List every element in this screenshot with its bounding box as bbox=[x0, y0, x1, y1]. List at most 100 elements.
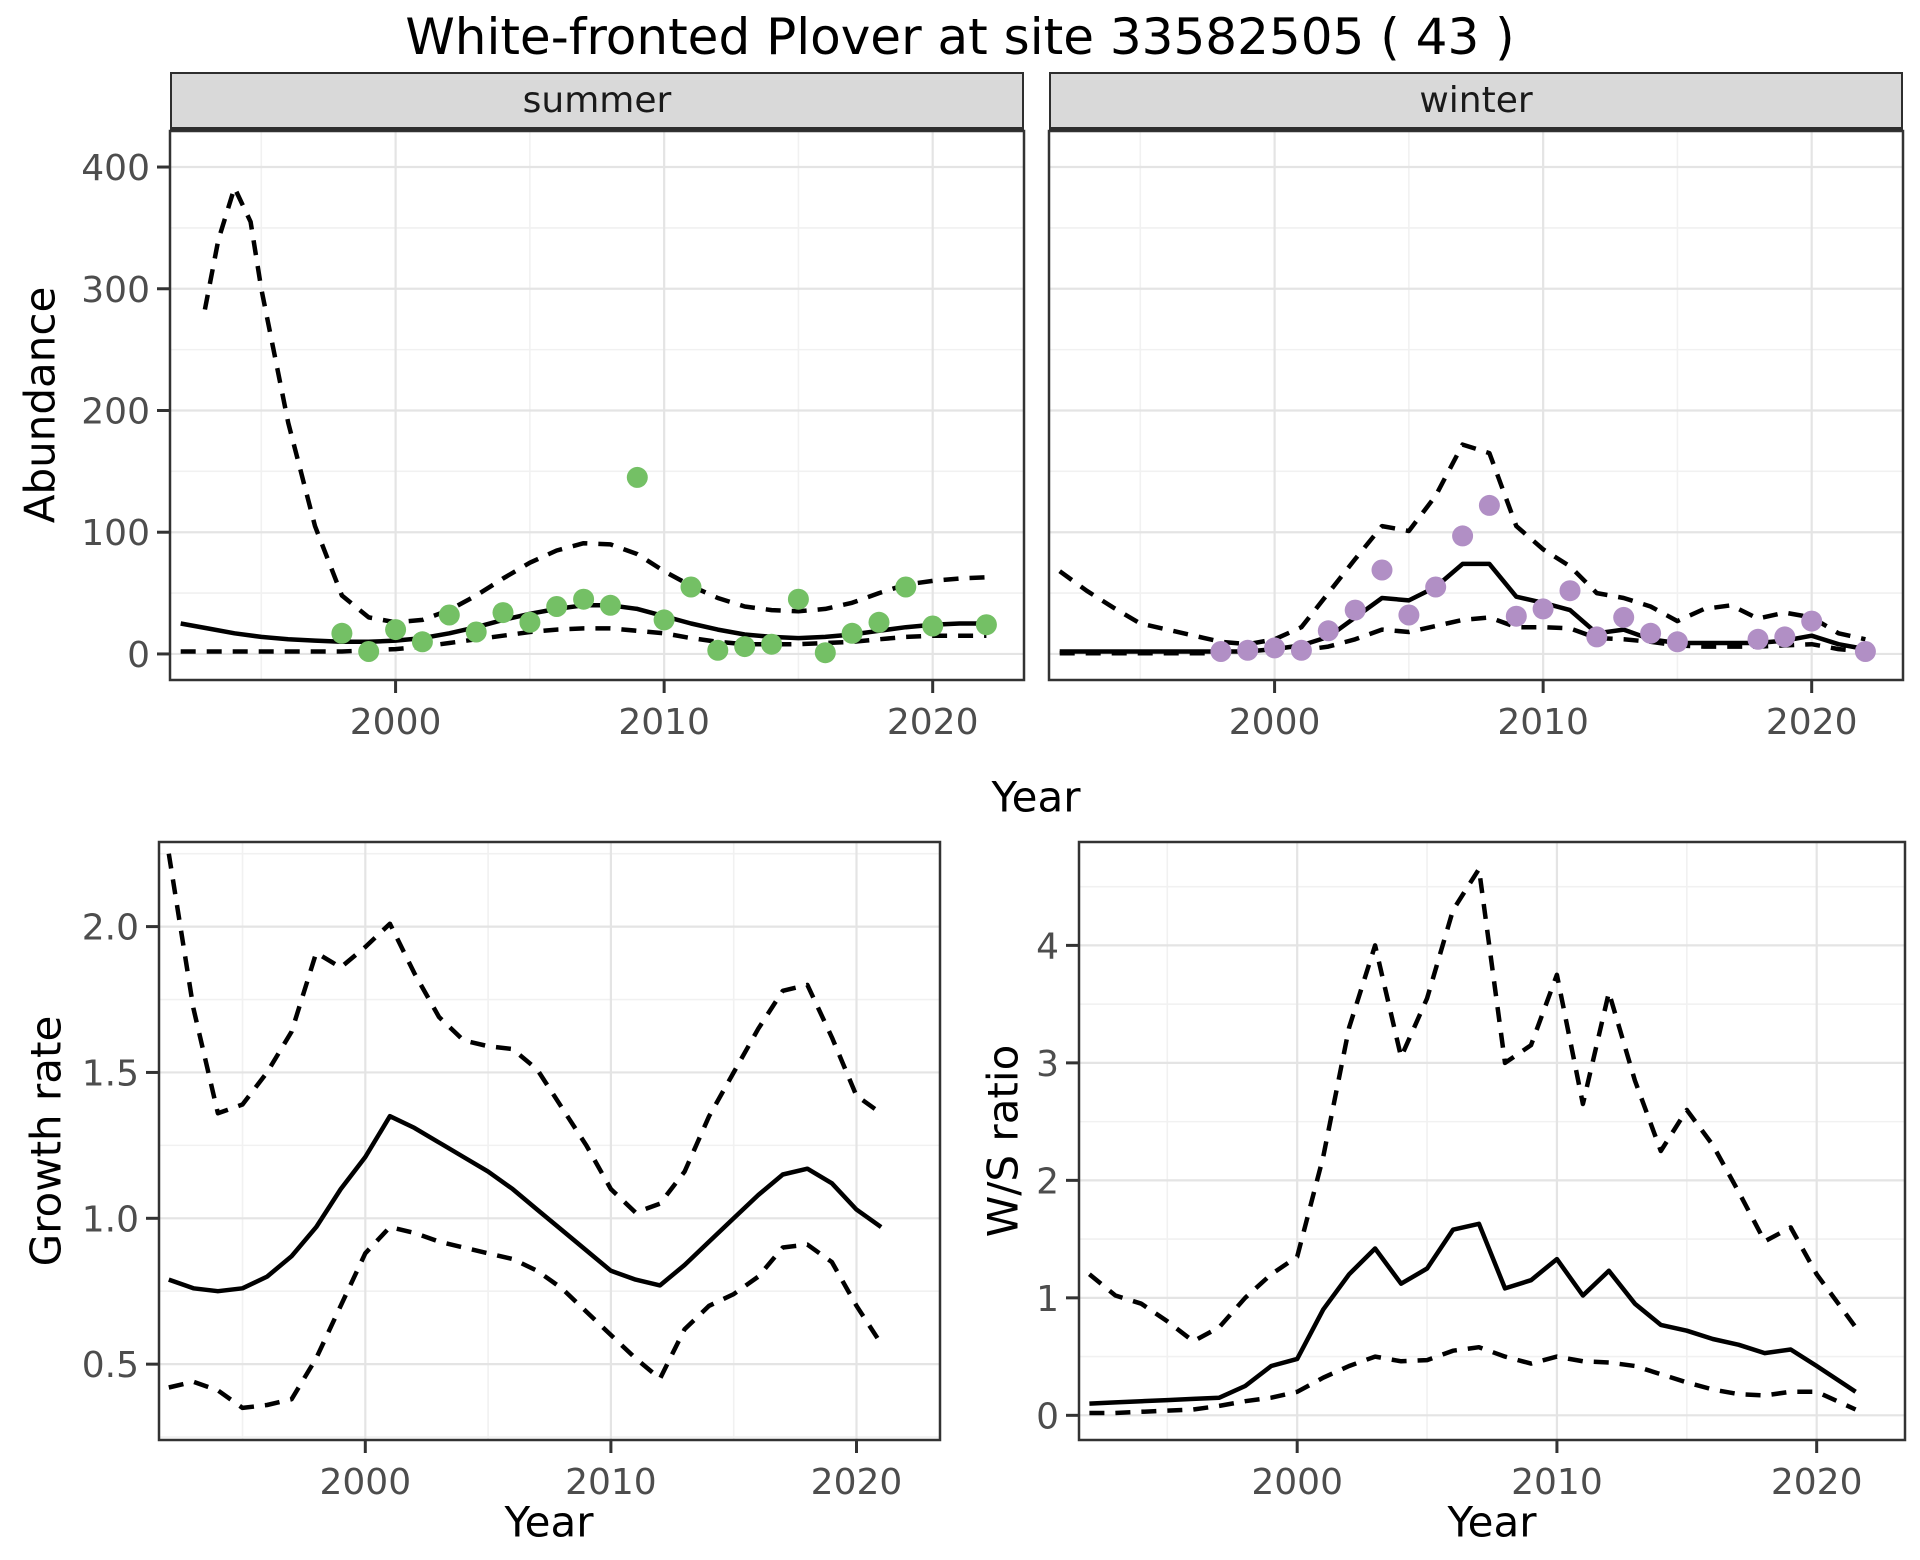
facet-strip-summer-label: summer bbox=[522, 80, 672, 121]
summer-y-tick-label: 200 bbox=[81, 391, 150, 432]
summer-data-point bbox=[546, 596, 568, 617]
abundance-y-axis-title: Abundance bbox=[15, 286, 65, 524]
summer-data-point bbox=[922, 615, 944, 637]
growth-rate-x-tick-label: 2010 bbox=[565, 1462, 657, 1503]
summer-y-tick-label: 100 bbox=[81, 513, 150, 554]
winter-data-point bbox=[1210, 641, 1232, 662]
summer-data-point bbox=[761, 633, 783, 655]
summer-data-point bbox=[465, 621, 487, 643]
summer-y-tick-label: 400 bbox=[81, 148, 150, 189]
summer-data-point bbox=[814, 642, 836, 664]
growth-rate-y-tick-label: 1.5 bbox=[82, 1053, 139, 1094]
winter-x-tick-label: 2000 bbox=[1229, 702, 1321, 743]
summer-data-point bbox=[787, 588, 809, 610]
growth-rate-panel-border bbox=[157, 840, 942, 1442]
ws-ratio-y-tick-label: 3 bbox=[1036, 1044, 1059, 1085]
ws-x-axis-title: Year bbox=[1447, 1497, 1537, 1547]
ws-y-axis-title: W/S ratio bbox=[978, 1044, 1028, 1238]
winter-panel-border bbox=[1047, 129, 1905, 682]
ws-ratio-x-tick-label: 2000 bbox=[1251, 1462, 1343, 1503]
summer-data-point bbox=[438, 604, 460, 626]
summer-data-point bbox=[707, 639, 729, 661]
summer-data-point bbox=[653, 609, 675, 631]
winter-data-point bbox=[1452, 525, 1474, 547]
winter-data-point bbox=[1344, 599, 1366, 621]
growth-rate-x-tick-label: 2000 bbox=[319, 1462, 411, 1503]
summer-mean-line bbox=[180, 603, 987, 645]
winter-data-point bbox=[1559, 580, 1581, 602]
winter-data-point bbox=[1640, 622, 1662, 644]
summer-x-tick-label: 2010 bbox=[618, 702, 710, 743]
summer-data-point bbox=[895, 576, 917, 598]
summer-lower_ci-line bbox=[180, 626, 987, 654]
summer-data-point bbox=[411, 631, 433, 653]
summer-data-point bbox=[734, 636, 756, 658]
summer-upper_ci-line bbox=[202, 185, 987, 625]
growth-rate-y-tick-label: 1.0 bbox=[82, 1199, 139, 1240]
winter-data-point bbox=[1478, 494, 1500, 516]
winter-data-point bbox=[1290, 639, 1312, 661]
ws-ratio-mean-line bbox=[1089, 1221, 1857, 1406]
ws-ratio-y-tick-label: 4 bbox=[1036, 926, 1059, 967]
summer-data-point bbox=[599, 594, 621, 616]
winter-data-point bbox=[1666, 631, 1688, 653]
facet-strip-winter-label: winter bbox=[1419, 80, 1533, 121]
growth-rate-mean-line bbox=[168, 1113, 883, 1294]
growth-rate-upper_ci-line bbox=[166, 853, 883, 1215]
growth-rate-lower_ci-line bbox=[168, 1224, 883, 1411]
summer-x-tick-label: 2020 bbox=[887, 702, 979, 743]
facet-strip-winter: winter bbox=[1049, 72, 1903, 131]
winter-x-tick-label: 2010 bbox=[1497, 702, 1589, 743]
ws-ratio-x-tick-label: 2010 bbox=[1511, 1462, 1603, 1503]
growth-rate-y-tick-label: 0.5 bbox=[82, 1345, 139, 1386]
summer-data-point bbox=[841, 622, 863, 644]
winter-upper_ci-line bbox=[1058, 442, 1866, 647]
summer-data-point bbox=[331, 622, 353, 644]
winter-x-tick-label: 2020 bbox=[1766, 702, 1858, 743]
growth-y-axis-title: Growth rate bbox=[21, 1015, 71, 1267]
summer-data-point bbox=[626, 466, 648, 488]
summer-data-point bbox=[385, 619, 407, 641]
ws-ratio-panel-border bbox=[1077, 840, 1907, 1442]
winter-data-point bbox=[1398, 604, 1420, 626]
summer-panel-border bbox=[168, 129, 1026, 682]
summer-y-tick-label: 0 bbox=[127, 635, 150, 676]
top-x-axis-title: Year bbox=[991, 772, 1081, 822]
winter-data-point bbox=[1801, 610, 1823, 632]
growth-rate-x-tick-label: 2020 bbox=[811, 1462, 903, 1503]
ws-ratio-y-tick-label: 2 bbox=[1036, 1161, 1059, 1202]
winter-data-point bbox=[1425, 576, 1447, 598]
plot-title: White-fronted Plover at site 33582505 ( … bbox=[405, 8, 1515, 66]
summer-data-point bbox=[519, 611, 541, 633]
winter-data-point bbox=[1854, 641, 1876, 662]
winter-data-point bbox=[1505, 605, 1527, 627]
summer-data-point bbox=[492, 602, 514, 624]
summer-data-point bbox=[975, 614, 997, 636]
summer-data-point bbox=[573, 588, 595, 610]
ws-ratio-x-tick-label: 2020 bbox=[1771, 1462, 1863, 1503]
winter-mean-line bbox=[1059, 561, 1866, 654]
winter-data-point bbox=[1317, 620, 1339, 642]
winter-data-point bbox=[1371, 559, 1393, 581]
winter-data-point bbox=[1264, 637, 1286, 659]
winter-data-point bbox=[1237, 639, 1259, 661]
winter-data-point bbox=[1747, 628, 1769, 650]
summer-data-point bbox=[868, 611, 890, 633]
summer-data-point bbox=[358, 641, 380, 662]
winter-data-point bbox=[1774, 626, 1796, 648]
ws-ratio-upper_ci-line bbox=[1087, 866, 1861, 1344]
winter-lower_ci-line bbox=[1059, 615, 1866, 656]
winter-data-point bbox=[1532, 598, 1554, 620]
summer-x-tick-label: 2000 bbox=[350, 702, 442, 743]
ws-ratio-y-tick-label: 1 bbox=[1036, 1279, 1059, 1320]
winter-data-point bbox=[1586, 626, 1608, 648]
summer-y-tick-label: 300 bbox=[81, 270, 150, 311]
growth-x-axis-title: Year bbox=[504, 1497, 594, 1547]
growth-rate-y-tick-label: 2.0 bbox=[82, 908, 139, 949]
ws-ratio-y-tick-label: 0 bbox=[1036, 1396, 1059, 1437]
facet-strip-summer: summer bbox=[170, 72, 1024, 131]
winter-data-point bbox=[1613, 606, 1635, 628]
summer-data-point bbox=[680, 576, 702, 598]
